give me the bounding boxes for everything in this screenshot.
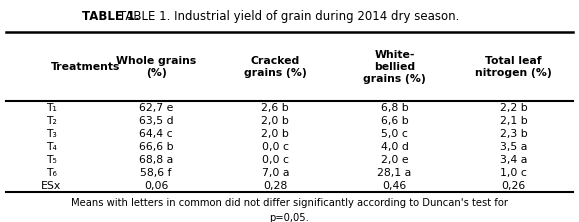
Text: Cracked
grains (%): Cracked grains (%) <box>244 56 307 78</box>
Text: 6,8 b: 6,8 b <box>380 103 408 113</box>
Text: 2,0 e: 2,0 e <box>380 155 408 165</box>
Text: T₁: T₁ <box>46 103 57 113</box>
Text: 5,0 c: 5,0 c <box>381 129 408 139</box>
Text: T₅: T₅ <box>46 155 57 165</box>
Text: 68,8 a: 68,8 a <box>139 155 173 165</box>
Text: 0,06: 0,06 <box>144 180 168 190</box>
Text: 63,5 d: 63,5 d <box>139 115 174 125</box>
Text: T₄: T₄ <box>46 141 57 152</box>
Text: Whole grains
(%): Whole grains (%) <box>116 56 196 78</box>
Text: 7,0 a: 7,0 a <box>262 168 289 178</box>
Text: 28,1 a: 28,1 a <box>378 168 412 178</box>
Text: TABLE 1.: TABLE 1. <box>82 10 140 23</box>
Text: 0,0 c: 0,0 c <box>262 155 289 165</box>
Text: TABLE 1. Industrial yield of grain during 2014 dry season.: TABLE 1. Industrial yield of grain durin… <box>119 10 460 23</box>
Text: T₃: T₃ <box>46 129 57 139</box>
Text: 2,0 b: 2,0 b <box>261 115 290 125</box>
Text: 2,0 b: 2,0 b <box>261 129 290 139</box>
Text: 0,26: 0,26 <box>501 180 526 190</box>
Text: 0,28: 0,28 <box>263 180 287 190</box>
Text: 64,4 c: 64,4 c <box>140 129 173 139</box>
Text: 66,6 b: 66,6 b <box>139 141 174 152</box>
Text: 3,5 a: 3,5 a <box>500 141 527 152</box>
Text: Total leaf
nitrogen (%): Total leaf nitrogen (%) <box>475 56 552 78</box>
Text: 58,6 f: 58,6 f <box>140 168 172 178</box>
Text: 6,6 b: 6,6 b <box>380 115 408 125</box>
Text: Treatments: Treatments <box>51 61 120 72</box>
Text: 4,0 d: 4,0 d <box>380 141 408 152</box>
Text: Means with letters in common did not differ significantly according to Duncan's : Means with letters in common did not dif… <box>71 198 508 208</box>
Text: 2,3 b: 2,3 b <box>500 129 527 139</box>
Text: 2,6 b: 2,6 b <box>262 103 289 113</box>
Text: 1,0 c: 1,0 c <box>500 168 527 178</box>
Text: ESx: ESx <box>41 180 61 190</box>
Text: White-
bellied
grains (%): White- bellied grains (%) <box>363 50 426 84</box>
Text: 0,0 c: 0,0 c <box>262 141 289 152</box>
Text: 0,46: 0,46 <box>382 180 406 190</box>
Text: 2,2 b: 2,2 b <box>500 103 527 113</box>
Text: T₂: T₂ <box>46 115 57 125</box>
Text: 2,1 b: 2,1 b <box>500 115 527 125</box>
Text: T₆: T₆ <box>46 168 57 178</box>
Text: 62,7 e: 62,7 e <box>139 103 173 113</box>
Text: 3,4 a: 3,4 a <box>500 155 527 165</box>
Text: p=0,05.: p=0,05. <box>270 212 309 222</box>
